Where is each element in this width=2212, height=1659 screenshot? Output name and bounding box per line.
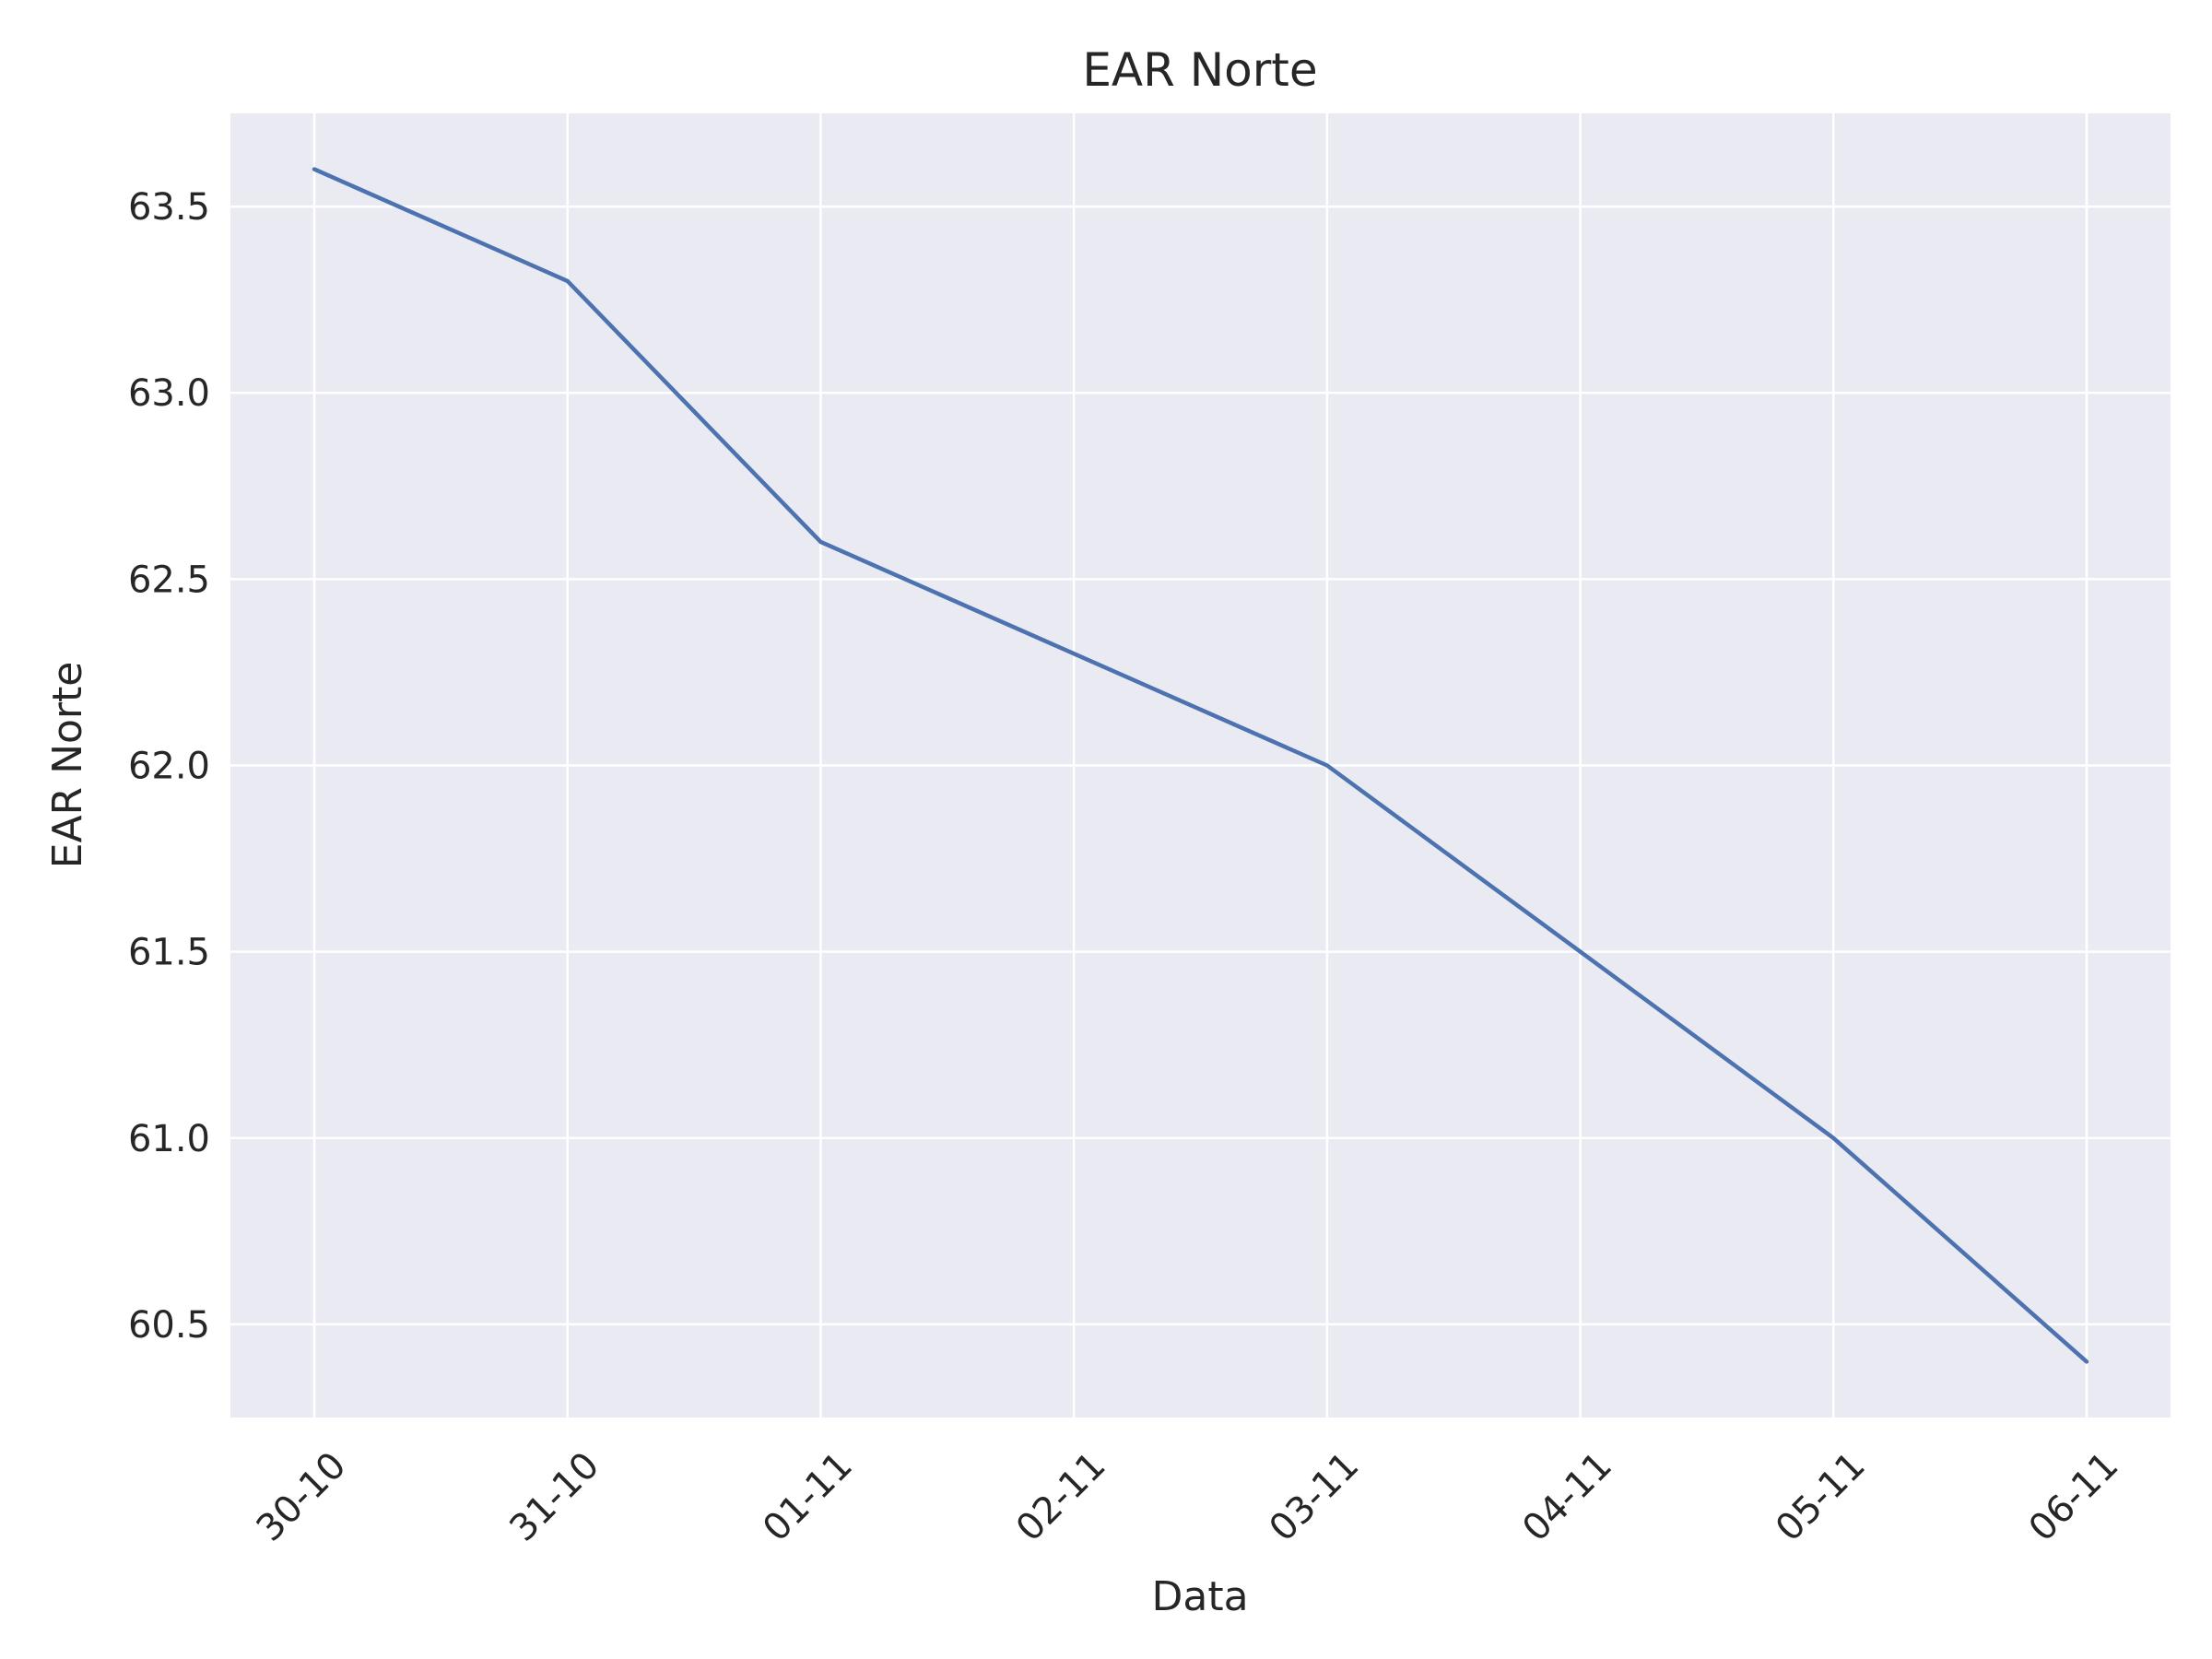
x-tick-label: 06-11 [2021,1444,2127,1550]
x-tick-label: 02-11 [1008,1444,1114,1550]
y-tick-label: 63.0 [128,372,210,415]
y-axis-label: EAR Norte [44,662,91,869]
y-tick-label: 63.5 [128,186,210,229]
y-tick-label: 61.5 [128,932,210,974]
y-tick-labels: 60.5 61.0 61.5 62.0 62.5 63.0 63.5 [128,186,210,1347]
x-tick-label: 01-11 [755,1444,861,1550]
y-gridlines [230,205,2171,1326]
y-tick-label: 61.0 [128,1118,210,1160]
chart-title: EAR Norte [1082,43,1317,97]
series-lines [312,167,2089,1364]
x-axis-label: Data [1151,1573,1248,1620]
x-tick-label: 31-10 [501,1444,607,1550]
y-tick-label: 60.5 [128,1304,210,1347]
x-tick-labels: 30-10 31-10 01-11 02-11 03-11 04-11 05-11 06-11 [249,1444,2127,1550]
x-tick-label: 05-11 [1768,1444,1874,1550]
y-tick-label: 62.0 [128,746,210,788]
x-tick-label: 30-10 [249,1444,355,1550]
y-tick-label: 62.5 [128,559,210,601]
x-tick-label: 04-11 [1514,1444,1620,1550]
x-gridlines [312,113,2088,1418]
series-line [312,167,2089,1364]
x-tick-label: 03-11 [1262,1444,1368,1550]
